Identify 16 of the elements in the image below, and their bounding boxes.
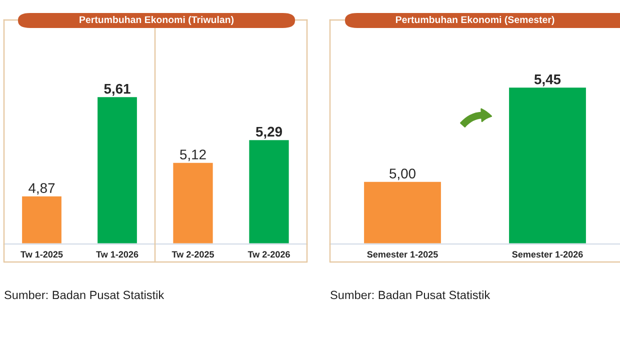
- text: Sumber: Badan Pusat Statistik: [4, 290, 164, 300]
- x-tick-label: Semester 1-2026: [512, 251, 583, 258]
- data-label: 4,87: [28, 183, 55, 195]
- data-label: 5,61: [104, 84, 130, 96]
- data-label: 5,29: [256, 126, 282, 139]
- x-tick-label: Tw 1-2026: [96, 251, 138, 258]
- chart-title: Pertumbuhan Ekonomi (Semester): [396, 16, 554, 26]
- data-label: 5,45: [534, 74, 561, 86]
- x-tick-label: Semester 1-2025: [367, 251, 438, 258]
- data-label: 5,00: [390, 168, 416, 180]
- x-tick-label: Tw 2-2026: [248, 251, 290, 258]
- x-tick-label: Tw 2-2025: [172, 251, 214, 258]
- text: Sumber: Badan Pusat Statistik: [330, 290, 490, 300]
- x-tick-label: Tw 1-2025: [20, 251, 63, 258]
- data-label: 5,12: [180, 150, 206, 162]
- chart-title: Pertumbuhan Ekonomi (Triwulan): [80, 16, 234, 26]
